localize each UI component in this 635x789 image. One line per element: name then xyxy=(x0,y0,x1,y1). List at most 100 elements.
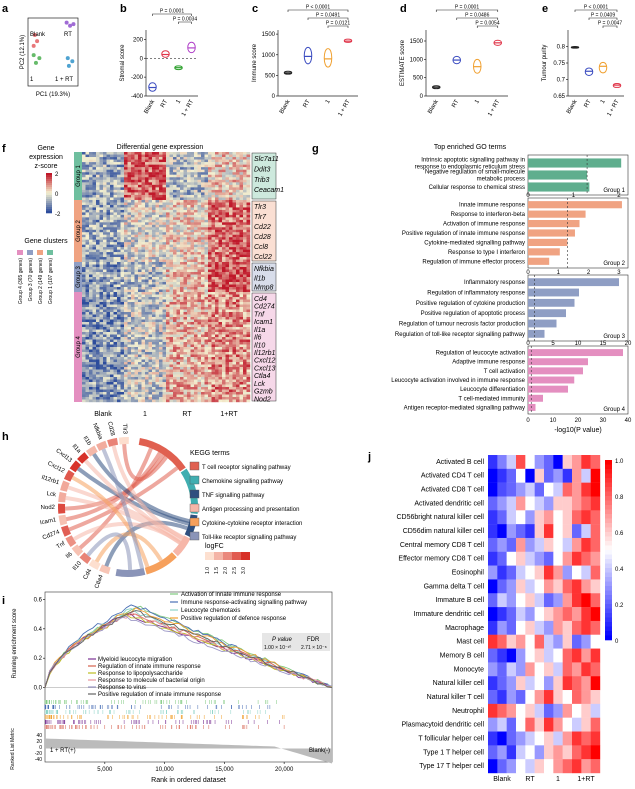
gene-heatmap-cell xyxy=(211,257,216,260)
gene-heatmap-cell xyxy=(155,174,160,178)
gene-heatmap-cell xyxy=(120,184,125,188)
gene-heatmap-cell xyxy=(246,344,251,348)
gene-heatmap-cell xyxy=(155,259,160,263)
gene-heatmap-cell xyxy=(117,337,121,340)
gene-heatmap-cell xyxy=(204,222,209,225)
gene-heatmap-cell xyxy=(208,292,212,295)
gene-heatmap-cell xyxy=(138,152,142,155)
gene-heatmap-cell xyxy=(85,174,90,178)
gene-heatmap-cell xyxy=(127,379,132,383)
gene-heatmap-cell xyxy=(215,369,219,373)
gene-heatmap-cell xyxy=(183,257,188,260)
gene-heatmap-cell xyxy=(103,377,107,380)
gene-heatmap-cell xyxy=(201,287,205,290)
gene-heatmap-cell xyxy=(194,254,198,258)
gene-heatmap-cell xyxy=(148,217,153,221)
gene-heatmap-cell xyxy=(138,392,142,395)
gene-heatmap-cell xyxy=(246,292,251,295)
gene-heatmap-cell xyxy=(127,242,132,245)
gene-heatmap-cell xyxy=(96,307,100,310)
gene-heatmap-cell xyxy=(218,319,223,323)
gene-heatmap-cell xyxy=(208,164,212,168)
gene-heatmap-cell xyxy=(173,232,177,235)
gene-heatmap-cell xyxy=(138,319,142,323)
gene-heatmap-cell xyxy=(85,204,90,208)
gene-heatmap-cell xyxy=(145,162,149,165)
gene-heatmap-cell xyxy=(232,397,237,400)
gene-heatmap-cell xyxy=(152,152,156,155)
gene-heatmap-cell xyxy=(201,349,205,353)
gene-heatmap-cell xyxy=(120,364,125,368)
gene-heatmap-cell xyxy=(141,249,146,253)
gene-heatmap-cell xyxy=(155,362,160,365)
gene-heatmap-cell xyxy=(89,189,93,193)
gene-heatmap-cell xyxy=(124,177,128,180)
gene-heatmap-cell xyxy=(194,304,198,308)
gene-heatmap-cell xyxy=(208,277,212,280)
gene-heatmap-cell xyxy=(127,304,132,308)
gene-heatmap-cell xyxy=(131,262,135,265)
gene-heatmap-cell xyxy=(183,307,188,310)
gene-heatmap-cell xyxy=(204,364,209,368)
gene-heatmap-cell xyxy=(173,224,177,228)
gene-heatmap-cell xyxy=(85,302,90,305)
gene-heatmap-cell xyxy=(92,247,97,250)
gene-heatmap-cell xyxy=(218,269,223,273)
gene-heatmap-cell xyxy=(183,159,188,163)
gene-heatmap-cell xyxy=(159,264,163,268)
gene-heatmap-cell xyxy=(246,307,251,310)
gene-heatmap-cell xyxy=(176,262,181,265)
gene-heatmap-cell xyxy=(215,177,219,180)
gene-heatmap-cell xyxy=(166,284,170,288)
gene-heatmap-cell xyxy=(176,369,181,373)
gene-heatmap-cell xyxy=(183,389,188,393)
gene-heatmap-cell xyxy=(85,367,90,370)
gene-heatmap-cell xyxy=(113,182,118,186)
gene-heatmap-cell xyxy=(138,357,142,360)
gene-heatmap-cell xyxy=(103,177,107,180)
gene-heatmap-cell xyxy=(197,232,202,235)
gene-heatmap-cell xyxy=(215,184,219,188)
gene-heatmap-cell xyxy=(106,274,111,278)
gene-heatmap-cell xyxy=(208,217,212,221)
gene-heatmap-cell xyxy=(85,297,90,300)
gene-heatmap-cell xyxy=(225,234,230,238)
gene-heatmap-cell xyxy=(99,200,104,203)
gene-heatmap-cell xyxy=(211,307,216,310)
gene-heatmap-cell xyxy=(113,234,118,238)
gene-heatmap-cell xyxy=(166,267,170,270)
gene-heatmap-cell xyxy=(180,152,184,155)
gene-heatmap-cell xyxy=(131,324,135,328)
gene-heatmap-cell xyxy=(225,264,230,268)
gene-heatmap-cell xyxy=(232,259,237,263)
gene-heatmap-cell xyxy=(162,232,167,235)
gene-heatmap-cell xyxy=(246,392,251,395)
gene-heatmap-cell xyxy=(92,209,97,213)
x-tick-label: 1 xyxy=(175,98,182,104)
gene-heatmap-cell xyxy=(131,384,135,388)
gene-heatmap-cell xyxy=(190,154,195,158)
gene-heatmap-cell xyxy=(201,269,205,273)
gene-heatmap-cell xyxy=(127,319,132,323)
gene-heatmap-cell xyxy=(211,334,216,338)
gene-heatmap-cell xyxy=(159,189,163,193)
gene-heatmap-cell xyxy=(190,397,195,400)
gene-heatmap-cell xyxy=(145,277,149,280)
gene-heatmap-cell xyxy=(141,252,146,255)
gene-heatmap-cell xyxy=(166,362,170,365)
gene-heatmap-cell xyxy=(225,357,230,360)
gene-heatmap-cell xyxy=(89,342,93,345)
gene-heatmap-cell xyxy=(194,227,198,230)
gene-heatmap-cell xyxy=(243,277,247,280)
gene-heatmap-cell xyxy=(145,302,149,305)
gene-heatmap-cell xyxy=(127,317,132,320)
gene-heatmap-cell xyxy=(148,364,153,368)
gene-heatmap-cell xyxy=(197,277,202,280)
gene-heatmap-cell xyxy=(89,207,93,211)
gene-heatmap-cell xyxy=(218,162,223,165)
gene-heatmap-cell xyxy=(110,277,114,280)
gene-heatmap-cell xyxy=(194,317,198,320)
gene-heatmap-cell xyxy=(85,372,90,375)
pvalue-label: P = 0.0054 xyxy=(475,21,499,27)
gene-heatmap-cell xyxy=(225,174,230,178)
